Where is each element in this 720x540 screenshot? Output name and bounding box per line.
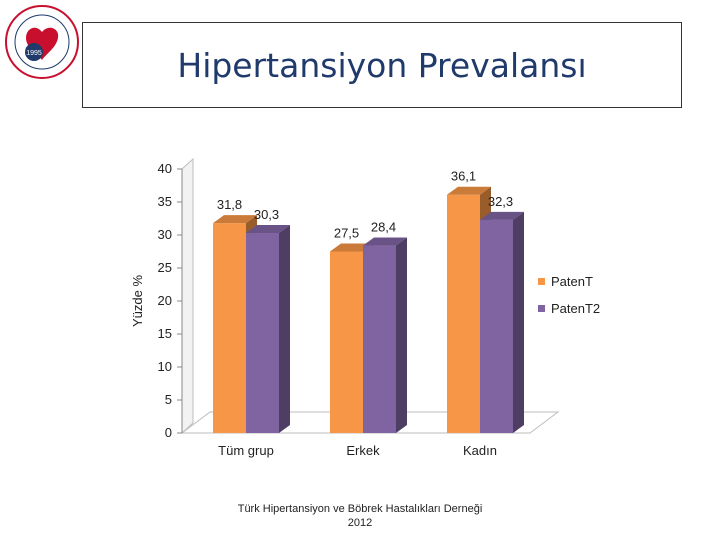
y-tick-label: 5 [165, 392, 172, 407]
bar-patent2-front [363, 245, 396, 433]
bar-patent-top [213, 215, 257, 224]
legend-swatch [538, 278, 545, 285]
y-tick-label: 15 [158, 326, 172, 341]
y-tick-label: 20 [158, 293, 172, 308]
bar-patent2-side [513, 211, 524, 433]
footer-year: 2012 [347, 517, 373, 529]
bar-patent2-top [363, 237, 407, 246]
title-box: Hipertansiyon Prevalansı [82, 22, 682, 108]
data-label: 30,3 [254, 207, 279, 222]
bar-patent-top [447, 186, 491, 195]
side-wall [181, 157, 194, 435]
data-label: 31,8 [217, 197, 242, 212]
bar-patent2-side [279, 225, 290, 433]
bar-patent2-top [246, 225, 290, 234]
logo-year: 1995 [26, 50, 42, 57]
bar-patent2-front [480, 219, 513, 433]
x-category-label: Tüm grup [218, 443, 274, 458]
bar-patent-front [213, 223, 246, 433]
bar-chart: 0 5 10 15 20 25 30 35 40 Yüzde % 31,8 30,3 Tüm grup 2… [130, 157, 600, 458]
bar-patent2-top [480, 211, 524, 220]
x-category-label: Erkek [346, 443, 380, 458]
data-label: 36,1 [451, 169, 476, 184]
y-tick-label: 30 [158, 227, 172, 242]
y-tick-label: 10 [158, 359, 172, 374]
bar-patent2-side [396, 237, 407, 433]
footer: Türk Hipertansiyon ve Böbrek Hastalıklar… [0, 502, 720, 530]
legend-label: PatenT [551, 274, 593, 289]
footer-organization: Türk Hipertansiyon ve Böbrek Hastalıklar… [237, 503, 483, 515]
y-tick-label: 40 [158, 161, 172, 176]
x-category-label: Kadın [463, 443, 497, 458]
y-tick-label: 0 [165, 425, 172, 440]
page-title: Hipertansiyon Prevalansı [177, 45, 587, 85]
data-label: 28,4 [371, 220, 396, 235]
legend-swatch [538, 305, 545, 312]
y-axis-title: Yüzde % [130, 275, 145, 327]
data-label: 32,3 [488, 194, 513, 209]
bar-patent-front [330, 251, 363, 433]
y-tick-label: 35 [158, 194, 172, 209]
bar-patent-front [447, 194, 480, 433]
bar-patent2-front [246, 233, 279, 433]
legend-label: PatenT2 [551, 301, 600, 316]
y-tick-label: 25 [158, 260, 172, 275]
data-label: 27,5 [334, 226, 359, 241]
association-logo: 1995 [5, 5, 79, 79]
